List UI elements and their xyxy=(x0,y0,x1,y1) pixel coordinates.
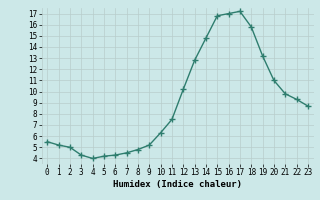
X-axis label: Humidex (Indice chaleur): Humidex (Indice chaleur) xyxy=(113,180,242,189)
